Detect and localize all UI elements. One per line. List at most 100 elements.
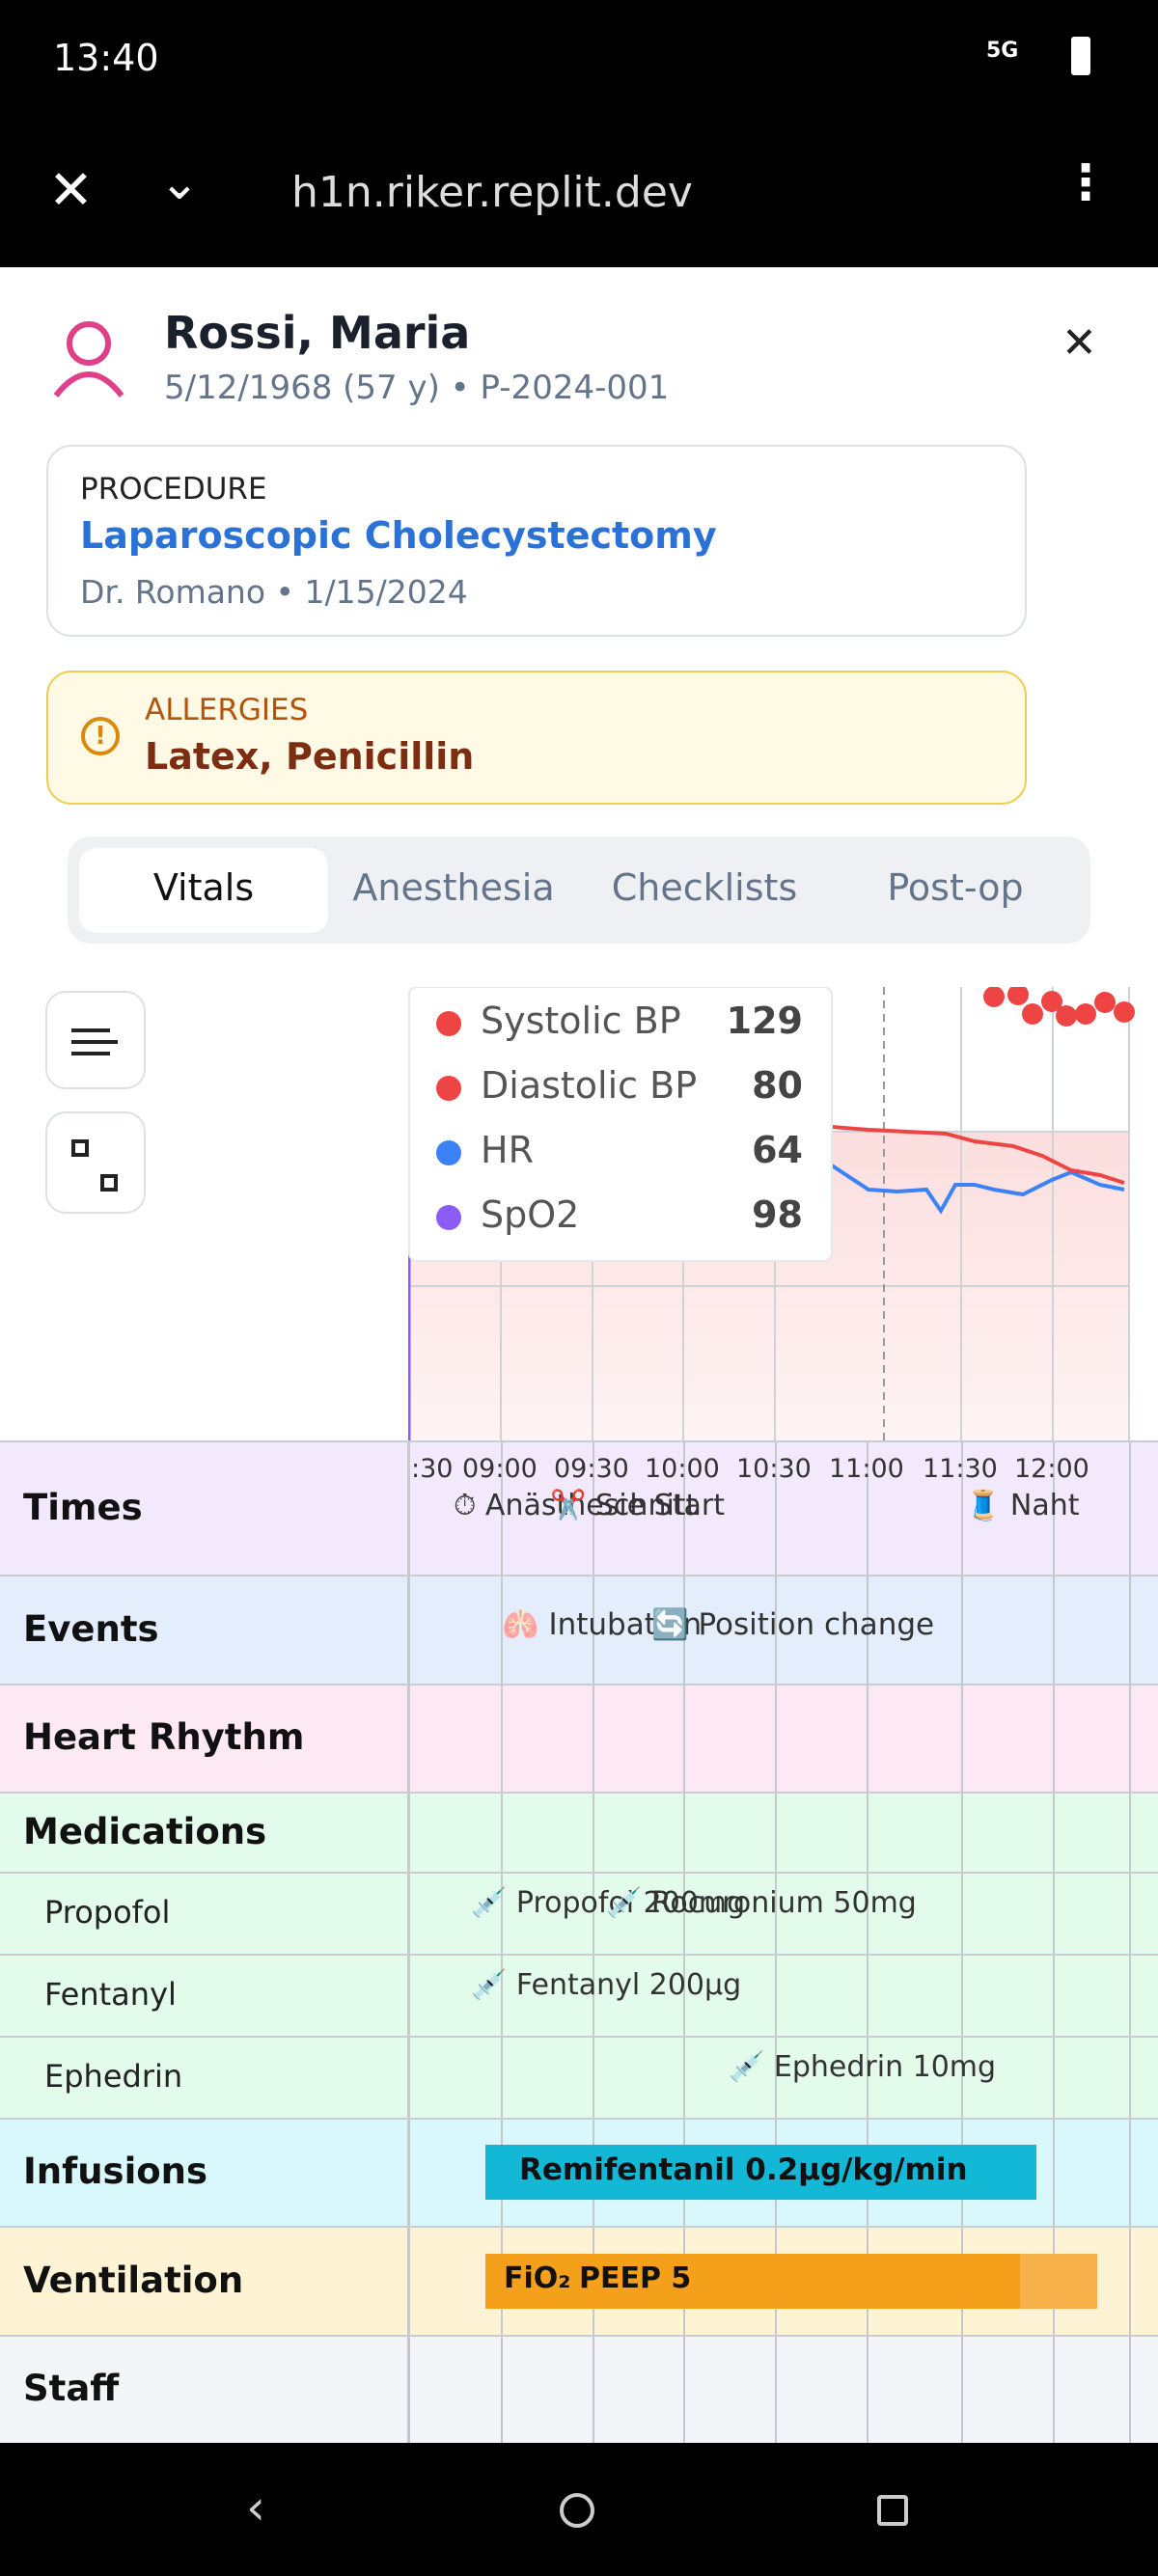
grid-line bbox=[1129, 2228, 1131, 2337]
timeline-row: Ephedrin bbox=[0, 2036, 1158, 2120]
row-divider bbox=[407, 1576, 410, 1685]
timeline-row: Propofol bbox=[0, 1872, 1158, 1956]
procedure-meta: Dr. Romano • 1/15/2024 bbox=[80, 573, 468, 611]
procedure-card bbox=[46, 445, 1027, 637]
grid-line bbox=[593, 1956, 594, 2038]
grid-line bbox=[1129, 2038, 1131, 2120]
time-event: 🧵 Naht bbox=[965, 1489, 1080, 1522]
grid-line bbox=[683, 2038, 685, 2120]
medication-name: Propofol bbox=[44, 1893, 171, 1931]
top-bar bbox=[0, 0, 1158, 267]
tab[interactable]: Vitals bbox=[152, 866, 255, 909]
grid-line bbox=[867, 1685, 868, 1794]
infusion-bar bbox=[485, 2145, 1036, 2200]
grid-line bbox=[1053, 1874, 1055, 1956]
grid-line bbox=[961, 1956, 963, 2038]
grid-line bbox=[867, 1442, 868, 1576]
active-tab bbox=[79, 848, 328, 933]
row-divider bbox=[407, 2228, 410, 2337]
grid-line bbox=[593, 1685, 594, 1794]
nav-back[interactable]: ‹ bbox=[246, 2480, 265, 2535]
ventilation-label: PEEP 5 bbox=[579, 2261, 692, 2295]
grid-line bbox=[593, 1794, 594, 1874]
time-label: 10:00 bbox=[645, 1454, 720, 1484]
grid-line bbox=[961, 2337, 963, 2445]
row-label: Staff bbox=[23, 2368, 120, 2409]
legend-dot bbox=[436, 1140, 461, 1165]
grid-line bbox=[683, 1794, 685, 1874]
time-event: ✂️ Schnitt bbox=[550, 1489, 698, 1522]
legend-dot bbox=[436, 1076, 461, 1101]
url[interactable]: h1n.riker.replit.dev bbox=[291, 168, 693, 217]
medication-entry: 💉 Fentanyl 200µg bbox=[471, 1968, 742, 2002]
grid-line bbox=[1129, 1794, 1131, 1874]
grid-line bbox=[775, 1794, 777, 1874]
grid-line bbox=[501, 1956, 503, 2038]
tab[interactable]: Checklists bbox=[611, 866, 798, 909]
procedure-name: Laparoscopic Cholecystectomy bbox=[80, 514, 717, 557]
grid-line bbox=[1129, 1685, 1131, 1794]
grid-line bbox=[867, 1794, 868, 1874]
tooltip-name: Diastolic BP bbox=[481, 1064, 698, 1107]
grid-line bbox=[775, 2038, 777, 2120]
medication-entry: 💉 Rocuronium 50mg bbox=[606, 1886, 917, 1920]
row-label: Times bbox=[23, 1486, 143, 1528]
row-divider bbox=[407, 1442, 410, 1576]
tab[interactable]: Post-op bbox=[887, 866, 1024, 909]
grid-line bbox=[1053, 2337, 1055, 2445]
medication-entry: 💉 Propofol 200mg bbox=[471, 1886, 746, 1920]
timeline-row: Events bbox=[0, 1575, 1158, 1685]
grid-line bbox=[775, 1442, 777, 1576]
grid-line bbox=[1053, 2038, 1055, 2120]
event: 🫁 Intubation bbox=[502, 1607, 703, 1642]
grid-line bbox=[501, 2038, 503, 2120]
allergy-value: Latex, Penicillin bbox=[145, 735, 475, 778]
tooltip-name: SpO2 bbox=[481, 1193, 580, 1236]
grid-line bbox=[867, 1874, 868, 1956]
grid-line bbox=[1129, 1874, 1131, 1956]
grid-line bbox=[593, 2337, 594, 2445]
time-label: 10:30 bbox=[736, 1454, 812, 1484]
grid-line bbox=[1053, 1956, 1055, 2038]
time-label: 09:00 bbox=[462, 1454, 538, 1484]
grid-line bbox=[867, 1956, 868, 2038]
row-divider bbox=[407, 2337, 410, 2445]
grid-line bbox=[867, 2337, 868, 2445]
grid-line bbox=[501, 1685, 503, 1794]
timeline-row: Heart Rhythm bbox=[0, 1684, 1158, 1794]
grid-line bbox=[775, 1956, 777, 2038]
grid-line bbox=[683, 1442, 685, 1576]
grid-line bbox=[1053, 1685, 1055, 1794]
tooltip-value: 129 bbox=[726, 1000, 803, 1042]
patient-name: Rossi, Maria bbox=[164, 307, 471, 359]
time-label: 09:30 bbox=[554, 1454, 629, 1484]
grid-line bbox=[501, 1442, 503, 1576]
procedure-label: PROCEDURE bbox=[80, 472, 267, 507]
close-panel[interactable]: ✕ bbox=[1062, 318, 1097, 368]
patient-icon bbox=[53, 321, 124, 397]
grid-line bbox=[683, 2337, 685, 2445]
timeline-row: Medications bbox=[0, 1792, 1158, 1874]
close-button[interactable]: ✕ bbox=[48, 159, 94, 222]
grid-line bbox=[775, 1874, 777, 1956]
grid-line bbox=[775, 1685, 777, 1794]
tooltip-value: 64 bbox=[752, 1129, 803, 1171]
medication-entry: 💉 Ephedrin 10mg bbox=[729, 2050, 997, 2084]
time-label: 12:00 bbox=[1014, 1454, 1089, 1484]
tooltip-value: 98 bbox=[752, 1193, 803, 1236]
ventilation-label: FiO₂ bbox=[504, 2261, 571, 2295]
patient-details: 5/12/1968 (57 y) • P-2024-001 bbox=[164, 369, 670, 407]
timeline-row: Fentanyl bbox=[0, 1954, 1158, 2038]
grid-line bbox=[1129, 1956, 1131, 2038]
row-label: Events bbox=[23, 1607, 159, 1650]
timeline-row: Staff bbox=[0, 2335, 1158, 2445]
ventilation-bar bbox=[485, 2254, 1097, 2309]
nav-recents[interactable] bbox=[877, 2495, 908, 2526]
nav-home[interactable] bbox=[560, 2493, 594, 2528]
menu-button[interactable]: ⋮ bbox=[1062, 154, 1110, 210]
collapse-button[interactable]: ⌄ bbox=[159, 154, 200, 210]
grid-line bbox=[961, 1685, 963, 1794]
time-label: 11:30 bbox=[923, 1454, 998, 1484]
medication-name: Ephedrin bbox=[44, 2057, 183, 2095]
tab[interactable]: Anesthesia bbox=[352, 866, 555, 909]
